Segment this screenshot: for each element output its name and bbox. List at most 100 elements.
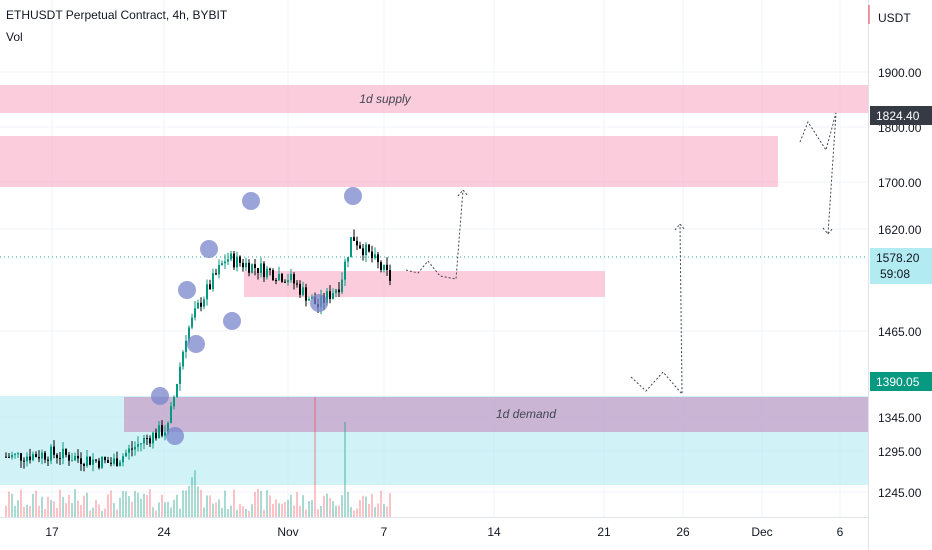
candle-body [365, 244, 367, 256]
candle-body [272, 270, 274, 281]
demand-zone-1d[interactable] [124, 397, 868, 432]
volume-bar [293, 505, 295, 517]
volume-bar [161, 494, 163, 517]
candle-body [197, 302, 199, 309]
candle-body [173, 397, 175, 407]
time-axis-bg[interactable] [0, 518, 868, 550]
candle-body [260, 263, 262, 274]
volume-bar [185, 490, 187, 517]
candle-body [140, 443, 142, 445]
volume-bar [275, 499, 277, 517]
projection-path-2 [630, 223, 683, 396]
projection-paths [405, 112, 837, 396]
volume-bar [335, 505, 337, 517]
candle-body [104, 457, 106, 461]
candle-body [74, 455, 76, 461]
support-zone-mid[interactable] [244, 271, 605, 297]
candle-body [8, 456, 10, 458]
candle-body [389, 270, 391, 281]
volume-bar [188, 485, 190, 517]
volume-bar [269, 495, 271, 517]
volume-bar [53, 501, 55, 517]
volume-bar [26, 504, 28, 517]
arrow-head-1 [457, 189, 469, 197]
swing-marker[interactable] [344, 187, 362, 205]
candle-body [326, 291, 328, 303]
volume-bar [380, 490, 382, 517]
candle-body [47, 459, 49, 461]
swing-markers [151, 187, 362, 445]
swing-marker[interactable] [223, 312, 241, 330]
volume-bar [173, 499, 175, 517]
candle-body [164, 432, 166, 436]
volume-bar [83, 495, 85, 517]
candle-body [296, 283, 298, 285]
swing-marker[interactable] [200, 240, 218, 258]
candle-body [152, 432, 154, 444]
last-price-text: 1578.20 [876, 251, 920, 265]
volume-bar [383, 504, 385, 517]
swing-marker[interactable] [242, 192, 260, 210]
candle-body [131, 448, 133, 450]
candle-body [176, 383, 178, 398]
candle-body [308, 298, 310, 301]
supply-zone-2[interactable] [0, 136, 778, 187]
candle-body [191, 317, 193, 328]
candle-body [101, 457, 103, 468]
swing-marker[interactable] [187, 335, 205, 353]
time-tick: 7 [381, 525, 388, 539]
price-tick: 1900.00 [878, 66, 922, 80]
chart-title[interactable]: ETHUSDT Perpetual Contract, 4h, BYBIT [6, 8, 228, 22]
volume-bar [140, 498, 142, 517]
candle-body [137, 443, 139, 447]
volume-bar [197, 486, 199, 517]
candle-body [305, 287, 307, 301]
candle-body [254, 264, 256, 268]
volume-bar [302, 494, 304, 517]
candle-body [14, 453, 16, 455]
candle-body [248, 262, 250, 273]
volume-bar [167, 501, 169, 517]
candle-body [56, 454, 58, 458]
volume-bar [17, 500, 19, 517]
candle-body [299, 284, 301, 295]
volume-bar [35, 490, 37, 517]
price-badge-grey-text: 1824.40 [876, 109, 920, 123]
volume-bar [50, 500, 52, 517]
volume-bar [23, 506, 25, 517]
candle-body [263, 263, 265, 278]
volume-bar [272, 503, 274, 517]
volume-bar [263, 509, 265, 517]
candle-body [179, 366, 181, 384]
volume-bar [296, 491, 298, 517]
volume-indicator-label[interactable]: Vol [6, 30, 23, 44]
volume-bar [266, 490, 268, 517]
candle-body [146, 438, 148, 440]
volume-bar [95, 500, 97, 517]
volume-bar [92, 507, 94, 517]
swing-marker[interactable] [310, 294, 328, 312]
candle-body [275, 280, 277, 282]
volume-bar [320, 505, 322, 517]
candle-body [353, 237, 355, 241]
volume-bar [212, 503, 214, 517]
candle-body [143, 438, 145, 444]
volume-bar [149, 489, 151, 517]
supply-zone-1d[interactable] [0, 85, 868, 113]
candle-body [155, 432, 157, 439]
volume-bar [89, 510, 91, 517]
candle-body [161, 425, 163, 436]
demand-zone-label: 1d demand [496, 407, 556, 421]
volume-bar [170, 507, 172, 517]
swing-marker[interactable] [151, 387, 169, 405]
candle-body [71, 460, 73, 462]
volume-bar [101, 510, 103, 517]
candle-body [11, 454, 13, 458]
swing-marker[interactable] [166, 427, 184, 445]
volume-bar [278, 503, 280, 517]
arrow-head-2 [674, 223, 686, 231]
swing-marker[interactable] [178, 281, 196, 299]
volume-bar [329, 498, 331, 517]
candle-body [371, 251, 373, 259]
